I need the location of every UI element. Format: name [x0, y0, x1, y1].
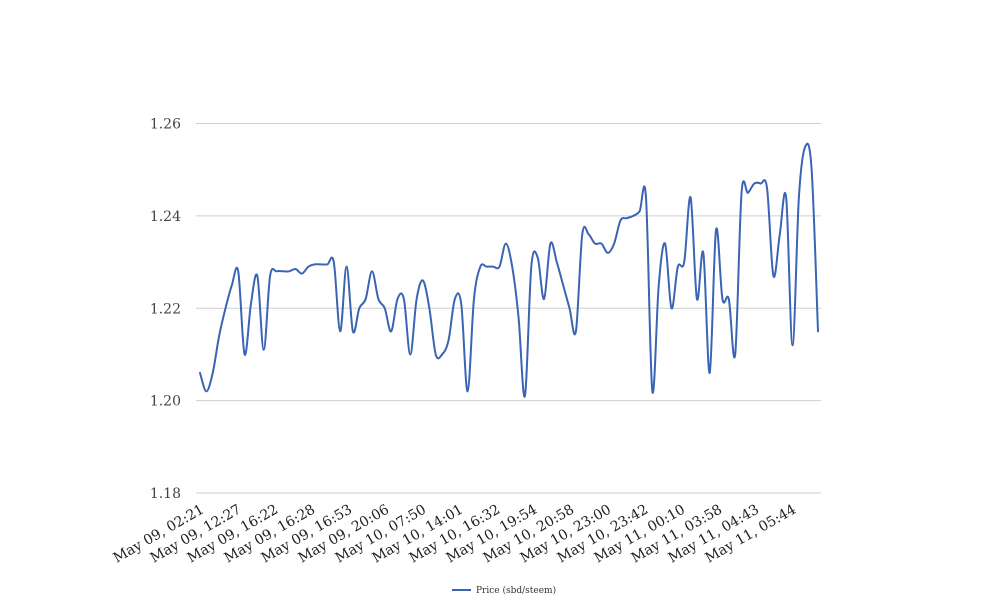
y-tick-label: 1.24 [150, 209, 181, 225]
series-lines [199, 142, 819, 398]
y-tick-label: 1.20 [150, 394, 181, 410]
y-tick-label: 1.26 [150, 117, 181, 133]
legend: Price (sbd/steem) [452, 585, 556, 596]
y-tick-label: 1.22 [150, 301, 181, 317]
y-axis-tick-labels: 1.18 1.20 1.22 1.24 1.26 [150, 117, 181, 503]
series-line-price [199, 142, 819, 398]
gridlines [196, 123, 821, 494]
y-tick-label: 1.18 [150, 486, 181, 502]
legend-label: Price (sbd/steem) [476, 585, 556, 596]
